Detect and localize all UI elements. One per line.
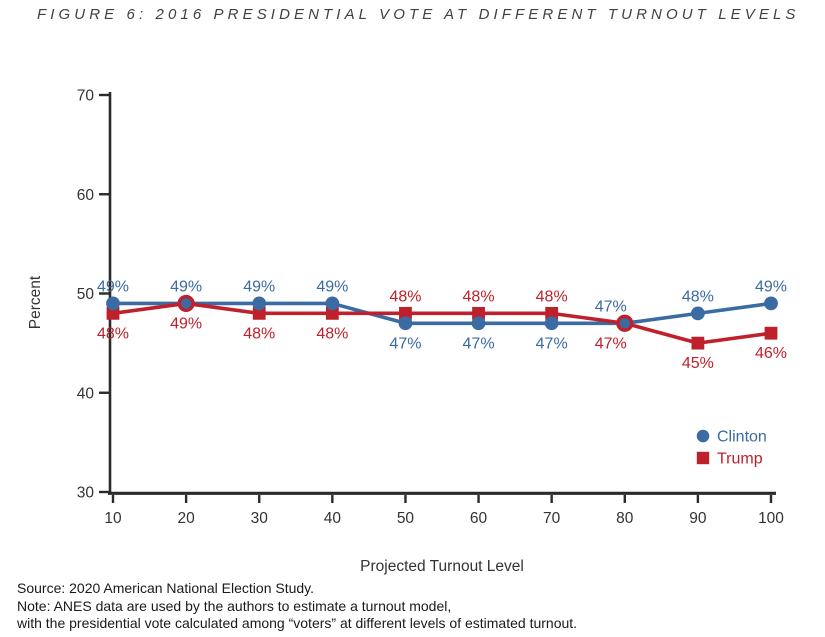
point-label-trump: 48% [536,288,568,305]
marker-square-trump [472,306,485,320]
y-tick-label: 40 [77,385,95,402]
legend-label-clinton: Clinton [717,429,767,446]
point-label-trump: 46% [755,345,787,362]
x-tick-label: 40 [324,510,342,527]
point-label-trump: 48% [389,288,421,305]
marker-square-trump [399,306,412,320]
x-tick-label: 100 [758,510,784,527]
note-line-source: Source: 2020 American National Election … [17,580,315,596]
marker-circle-clinton [398,316,413,331]
y-tick-label: 30 [77,485,95,502]
point-label-trump: 49% [170,315,202,332]
point-label-trump: 48% [243,325,275,342]
series-line-clinton [111,301,773,326]
point-label-clinton: 47% [389,335,421,352]
marker-square-trump [764,326,778,340]
marker-overlap-ring [177,294,195,313]
point-label-trump: 48% [316,325,348,342]
point-label-clinton: 49% [755,278,787,295]
x-tick-label: 30 [251,510,269,527]
marker-square-trump [325,306,339,320]
marker-square-trump [545,306,559,320]
marker-overlap-ring [616,314,634,332]
source-notes: Source: 2020 American National Election … [17,580,577,633]
figure-title: FIGURE 6: 2016 PRESIDENTIAL VOTE AT DIFF… [37,6,800,23]
point-label-clinton: 49% [97,278,129,295]
legend-marker-trump [696,451,710,465]
y-tick-label: 70 [77,88,95,105]
note-line-note2: with the presidential vote calculated am… [17,615,578,632]
y-tick-label: 50 [77,286,95,303]
marker-circle-clinton [106,296,120,311]
x-tick-label: 20 [177,510,195,527]
y-tick-label: 60 [77,187,95,204]
x-tick-label: 10 [104,510,122,527]
marker-circle-clinton [179,296,194,311]
note-line-note: Note: ANES data are used by the authors … [17,597,452,614]
marker-square-trump [106,306,120,320]
point-label-clinton: 49% [316,278,348,295]
x-tick-label: 50 [397,510,415,527]
point-label-trump: 48% [97,325,129,342]
marker-circle-clinton [617,316,632,331]
legend-label-trump: Trump [717,451,763,468]
legend-marker-clinton [696,429,710,443]
x-tick-label: 60 [470,510,488,527]
point-label-clinton: 47% [536,335,568,352]
series-line-trump [111,301,773,345]
point-label-clinton: 47% [595,298,627,315]
x-axis-title: Projected Turnout Level [360,558,524,575]
point-label-clinton: 49% [170,278,202,295]
marker-circle-clinton [544,316,559,331]
x-tick-label: 90 [689,510,707,527]
point-label-clinton: 47% [463,335,495,352]
y-axis-title: Percent [27,275,44,329]
marker-square-trump [252,306,266,320]
marker-circle-clinton [764,296,778,311]
marker-circle-clinton [690,306,705,321]
marker-circle-clinton [471,316,486,331]
x-tick-label: 70 [543,510,561,527]
point-label-clinton: 49% [243,278,275,295]
x-tick-label: 80 [616,510,634,527]
point-label-trump: 45% [682,355,714,372]
point-label-trump: 48% [463,288,495,305]
point-label-clinton: 48% [682,288,714,305]
marker-square-trump [691,336,705,350]
marker-circle-clinton [325,296,340,311]
marker-circle-clinton [252,296,267,311]
line-chart: 30 40 50 60 70 10 20 30 40 50 60 70 80 90 100 Percent Pr… [27,88,787,576]
point-label-trump: 47% [595,335,627,352]
